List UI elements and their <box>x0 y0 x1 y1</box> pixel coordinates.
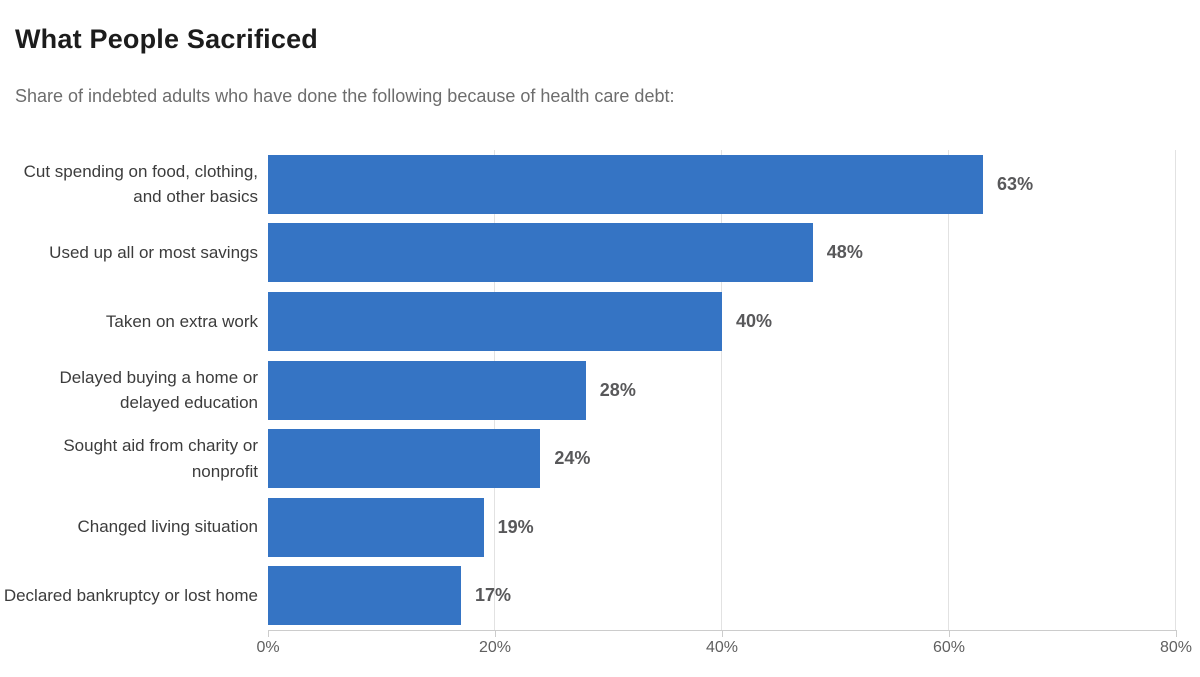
bar-row: Delayed buying a home or delayed educati… <box>0 356 1176 425</box>
x-axis-tick <box>268 631 269 637</box>
bar-row: Changed living situation 19% <box>0 493 1176 562</box>
bar-row: Taken on extra work 40% <box>0 287 1176 356</box>
x-axis-tick <box>1176 631 1177 637</box>
bar-track: 48% <box>268 223 1176 283</box>
x-axis-tick <box>949 631 950 637</box>
x-axis-tick <box>495 631 496 637</box>
x-axis-tick-label: 20% <box>478 639 512 656</box>
value-label: 63% <box>997 173 1034 194</box>
bar-track: 28% <box>268 360 1176 420</box>
bar <box>268 360 586 420</box>
x-axis-tick-label: 80% <box>1159 639 1193 656</box>
value-label: 28% <box>599 379 636 400</box>
bar <box>268 291 722 351</box>
value-label: 17% <box>474 585 511 606</box>
bar <box>268 566 461 626</box>
x-axis-tick <box>722 631 723 637</box>
bar <box>268 154 984 214</box>
x-axis-tick-label: 60% <box>932 639 966 656</box>
category-label: Delayed buying a home or delayed educati… <box>59 367 258 413</box>
bar-track: 63% <box>268 154 1176 214</box>
x-axis-line <box>268 630 1177 631</box>
x-axis-tick-label: 0% <box>256 639 280 656</box>
bar-track: 40% <box>268 291 1176 351</box>
bar-rows: Cut spending on food, clothing, and othe… <box>0 150 1176 630</box>
bar-chart: Cut spending on food, clothing, and othe… <box>0 150 1192 656</box>
bar <box>268 429 541 489</box>
bar <box>268 497 484 557</box>
bar-row: Used up all or most savings 48% <box>0 219 1176 288</box>
category-label: Declared bankruptcy or lost home <box>3 586 258 605</box>
bar-track: 24% <box>268 429 1176 489</box>
category-label: Taken on extra work <box>105 311 258 331</box>
gridline-60 <box>948 150 949 630</box>
value-label: 40% <box>736 310 773 331</box>
x-axis-tick-label: 40% <box>705 639 739 656</box>
category-label: Changed living situation <box>77 517 258 537</box>
bar <box>268 223 813 283</box>
bar-track: 17% <box>268 566 1176 626</box>
bar-row: Declared bankruptcy or lost home 17% <box>0 561 1176 630</box>
gridline-40 <box>721 150 722 630</box>
bar-track: 19% <box>268 497 1176 557</box>
category-label: Used up all or most savings <box>49 243 258 263</box>
category-label: Sought aid from charity or nonprofit <box>63 436 258 481</box>
chart-title: What People Sacrificed <box>15 24 318 54</box>
bar-row: Cut spending on food, clothing, and othe… <box>0 150 1176 219</box>
bar-row: Sought aid from charity or nonprofit 24% <box>0 424 1176 493</box>
value-label: 19% <box>497 516 534 537</box>
value-label: 24% <box>554 448 591 469</box>
chart-subtitle: Share of indebted adults who have done t… <box>15 86 675 106</box>
value-label: 48% <box>826 242 863 263</box>
category-label: Cut spending on food, clothing, and othe… <box>23 161 258 207</box>
gridline-80 <box>1175 150 1176 630</box>
